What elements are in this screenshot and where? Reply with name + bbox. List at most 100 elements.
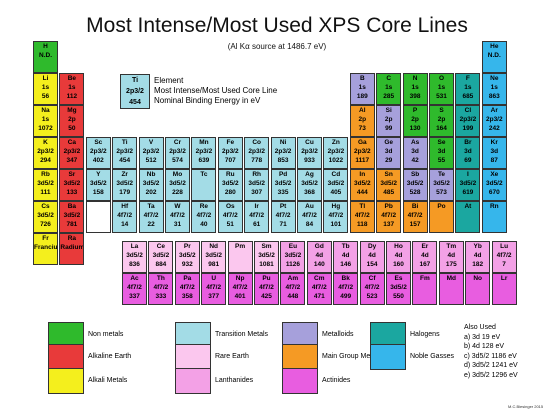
element-binding-energy: 140 [313,261,325,268]
element-core-line: 4f7/2 [381,212,397,219]
element-cell-fr: Fr Francium [33,233,58,265]
element-cell-cl: Cl 2p3/2 199 [455,105,481,137]
element-cell-ag: Ag 3d5/2 368 [297,169,322,201]
element-cell-pr: Pr 3d5/2 932 [174,241,200,273]
element-cell-y: Y 3d5/2 158 [85,169,111,201]
element-cell-tm: Tm 4d 175 [438,241,464,273]
element-core-line: 1s [385,84,393,91]
element-cell-n: N 1s 398 [402,73,428,105]
element-cell-at: At [455,201,481,233]
element-binding-energy: 1072 [38,125,53,132]
element-binding-energy: 512 [145,157,157,164]
element-symbol: Sn [384,171,393,178]
element-symbol: Pm [235,243,246,250]
element-cell-h: H N.D. [33,41,58,73]
element-cell-k: K 2p3/2 294 [33,137,58,169]
element-symbol: Si [385,107,392,114]
element-core-line: 2p3/2 [37,148,54,155]
key-cell: Ti 2p3/2 454 [120,74,150,109]
element-cell-pd: Pd 3d5/2 335 [270,169,296,201]
element-core-line: 2p3/2 [89,148,107,155]
element-cell-la: La 3d5/2 836 [122,241,147,273]
element-symbol: Cu [305,139,314,146]
element-core-line: 4f7/2 [179,284,195,291]
element-symbol: I [466,171,469,178]
element-cell-np: Np 4f7/2 401 [227,273,253,305]
element-cell-ca: Ca 2p3/2 347 [59,137,85,169]
element-cell-f: F 1s 685 [455,73,481,105]
element-symbol: Xe [490,171,499,178]
element-symbol: Os [225,203,235,210]
element-binding-energy: 778 [251,157,263,164]
element-cell-no: No [465,273,491,305]
element-symbol: Co [252,139,262,146]
element-core-line: 4f7/2 [496,252,512,259]
element-cell-cu: Cu 2p3/2 933 [297,137,322,169]
element-binding-energy: 368 [304,189,315,196]
element-core-line: 4d [341,252,350,259]
element-symbol: Mn [199,139,209,146]
element-core-line: 4f7/2 [302,212,317,219]
legend-label: Main Group Metals [322,353,382,360]
element-core-line: 4f7/2 [196,212,212,219]
element-binding-energy: 726 [40,221,51,228]
element-binding-energy: 781 [66,221,78,228]
legend-label: Alkali Metals [88,377,128,384]
element-symbol: K [43,139,48,146]
element-core-line: 2p3/2 [274,148,292,155]
element-binding-energy: 7 [502,261,506,268]
element-core-line: N.D. [39,52,52,59]
element-symbol: Pa [183,275,192,282]
element-symbol: La [130,243,139,250]
element-symbol: Tl [359,203,366,210]
element-binding-energy: 202 [145,189,157,196]
element-binding-energy: 981 [208,261,220,268]
element-symbol: Fe [226,139,235,146]
element-cell-ni: Ni 2p3/2 853 [270,137,296,169]
element-core-line: 3d5/2 [142,180,160,187]
element-cell-nb: Nb 3d5/2 202 [138,169,164,201]
element-cell-mo: Mo 3d5/2 228 [165,169,190,201]
element-binding-energy: 164 [436,125,447,132]
element-core-line: 4d [473,252,482,259]
element-core-line: 1s [358,84,366,91]
element-cell-mn: Mn 2p3/2 639 [191,137,217,169]
element-symbol: Hg [331,203,341,210]
element-core-line: 3d5/2 [63,180,81,187]
element-cell-lr: Lr [491,273,517,305]
element-cell-ba: Ba 3d5/2 781 [59,201,85,233]
element-cell-li: Li 1s 56 [33,73,58,105]
element-binding-energy: 160 [393,261,404,268]
legend-swatch-main-group [282,344,318,370]
element-binding-energy: 111 [40,189,51,196]
element-binding-energy: 639 [198,157,210,164]
element-core-line: 3d5/2 [221,180,239,187]
element-symbol: Ga [357,139,367,146]
element-symbol: Cl [464,107,472,114]
element-core-line: 4f7/2 [232,284,248,291]
element-cell-ra: Ra Radium [59,233,85,265]
element-core-line: 2p [437,116,446,123]
element-symbol: Bi [411,203,419,210]
element-symbol: At [464,203,472,210]
legend-label: Noble Gasses [410,353,454,360]
element-binding-energy: 337 [129,293,140,300]
element-symbol: Bk [341,275,350,282]
element-symbol: N [412,75,418,82]
element-binding-energy: 154 [366,261,378,268]
element-core-line: 1s [490,84,498,91]
element-core-line: 4d [421,252,429,259]
element-core-line: 3d5/2 [116,180,133,187]
element-core-line: 3d5/2 [248,180,265,187]
element-symbol: Hf [121,203,129,210]
element-core-line: 2p [68,116,76,123]
element-core-line: 4d [315,252,324,259]
element-core-line: 3d5/2 [258,252,275,259]
element-binding-energy: 280 [224,189,236,196]
credit-text: M.C.Biesinger 2015 [508,404,544,409]
element-symbol: Se [437,139,446,146]
element-core-line: 2p3/2 [459,116,477,123]
element-symbol: Cd [331,171,341,178]
legend-label: Halogens [410,331,440,338]
legend-label: Metalloids [322,331,354,338]
